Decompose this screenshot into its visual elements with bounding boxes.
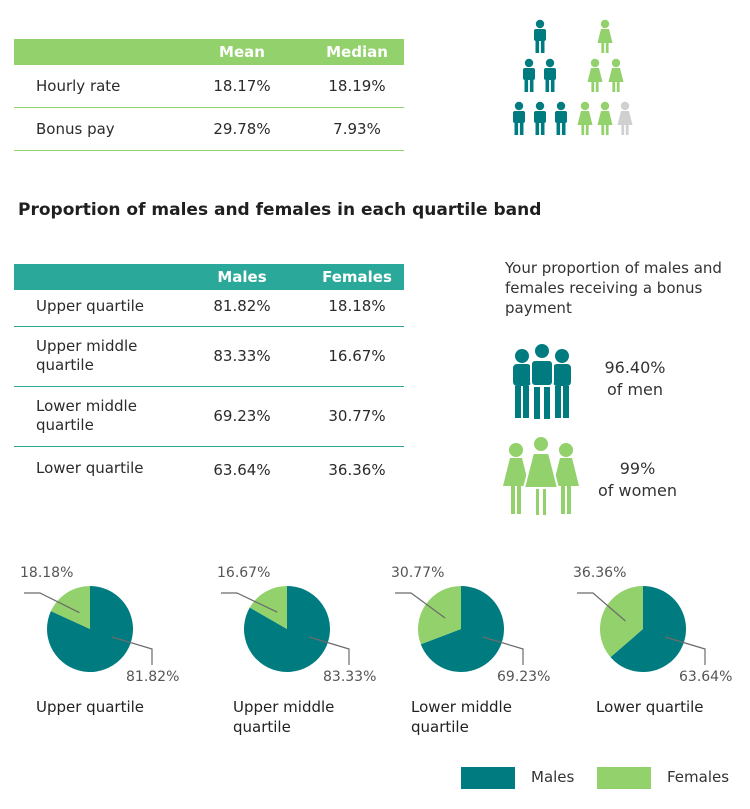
pie-slice-males xyxy=(610,586,687,672)
pie-label-females: 36.36% xyxy=(573,565,626,581)
women-bonus-stat: 99% of women xyxy=(590,458,685,502)
men-bonus-stat: 96.40% of men xyxy=(590,357,680,401)
legend-swatch-females xyxy=(597,767,651,789)
legend-label-females: Females xyxy=(667,768,730,786)
female-group-icon xyxy=(503,435,579,517)
males-value: 83.33% xyxy=(213,347,271,365)
females-value: 30.77% xyxy=(328,407,386,425)
pay-gap-table-header: Mean Median xyxy=(14,39,404,65)
table-row: Upper middle quartile 83.33% 16.67% xyxy=(14,327,404,387)
pie-slice-males xyxy=(47,586,134,672)
pie-caption-upper: Upper quartile xyxy=(36,698,145,716)
legend-swatch-males xyxy=(461,767,515,789)
quartile-pie-charts: 18.18% 81.82% 16.67% 83.33% 30.77% 69.23% 36.3… xyxy=(20,565,732,685)
row-label: Bonus pay xyxy=(36,120,115,138)
pie-slice-females xyxy=(418,586,461,645)
row-label: Upper middle quartile xyxy=(36,337,138,374)
pie-caption-lower: Lower quartile xyxy=(596,698,704,716)
pie-label-males: 63.64% xyxy=(679,669,732,685)
quartile-table: Males Females Upper quartile 81.82% 18.1… xyxy=(14,264,404,506)
female-pyramid-icon xyxy=(577,19,633,135)
pie-leader-line-males xyxy=(111,636,153,665)
pie-label-males: 83.33% xyxy=(323,669,376,685)
median-value: 7.93% xyxy=(333,120,381,138)
pie-leader-line-males xyxy=(308,636,350,665)
section-title: Proportion of males and females in each … xyxy=(18,200,542,220)
pie-slice-females xyxy=(600,586,643,658)
table-row: Lower quartile 63.64% 36.36% xyxy=(14,447,404,506)
row-label: Hourly rate xyxy=(36,77,121,95)
quartile-table-header: Males Females xyxy=(14,264,404,290)
pie-leader-line-females xyxy=(221,592,278,613)
pie-label-males: 69.23% xyxy=(497,669,550,685)
pay-gap-table: Mean Median Hourly rate 18.17% 18.19% Bo… xyxy=(14,39,404,151)
header-males: Males xyxy=(217,268,267,286)
pie-label-females: 16.67% xyxy=(217,565,270,581)
legend-label-males: Males xyxy=(531,768,575,786)
mean-value: 29.78% xyxy=(213,120,271,138)
pie-label-females: 18.18% xyxy=(20,565,73,581)
pie-caption-lower-middle: Lower middle quartile xyxy=(411,698,512,736)
pie-slice-females xyxy=(50,586,90,629)
females-value: 36.36% xyxy=(328,461,386,479)
men-bonus-label: of men xyxy=(606,380,664,399)
pie-leader-line-males xyxy=(482,636,524,665)
females-value: 18.18% xyxy=(328,297,386,315)
pie-leader-line-females xyxy=(577,592,626,622)
pie-label-females: 30.77% xyxy=(391,565,444,581)
women-bonus-label: of women xyxy=(598,481,677,500)
people-pyramid-graphic xyxy=(513,19,633,135)
pie-caption-upper-middle: Upper middle quartile xyxy=(233,698,335,736)
table-row: Upper quartile 81.82% 18.18% xyxy=(14,290,404,327)
pie-leader-line-females xyxy=(395,592,446,619)
females-value: 16.67% xyxy=(328,347,386,365)
row-label: Lower quartile xyxy=(36,459,144,477)
median-value: 18.19% xyxy=(328,77,386,95)
header-females: Females xyxy=(322,268,392,286)
pie-label-males: 81.82% xyxy=(126,669,179,685)
pie-leader-line-females xyxy=(24,592,80,614)
pie-leader-line-males xyxy=(664,636,706,665)
male-group-icon xyxy=(513,342,571,421)
males-value: 63.64% xyxy=(213,461,271,479)
male-pyramid-icon xyxy=(513,19,567,135)
mean-value: 18.17% xyxy=(213,77,271,95)
women-bonus-value: 99% xyxy=(619,459,656,478)
header-mean: Mean xyxy=(219,43,265,61)
row-label: Lower middle quartile xyxy=(36,397,137,434)
table-row: Bonus pay 29.78% 7.93% xyxy=(14,108,404,151)
table-row: Hourly rate 18.17% 18.19% xyxy=(14,65,404,108)
header-median: Median xyxy=(326,43,388,61)
table-row: Lower middle quartile 69.23% 30.77% xyxy=(14,387,404,447)
pie-slice-males xyxy=(244,586,331,672)
pie-slice-males xyxy=(420,586,505,672)
males-value: 69.23% xyxy=(213,407,271,425)
bonus-proportion-text: Your proportion of males and females rec… xyxy=(505,259,722,317)
row-label: Upper quartile xyxy=(36,297,145,315)
males-value: 81.82% xyxy=(213,297,271,315)
men-bonus-value: 96.40% xyxy=(604,358,666,377)
